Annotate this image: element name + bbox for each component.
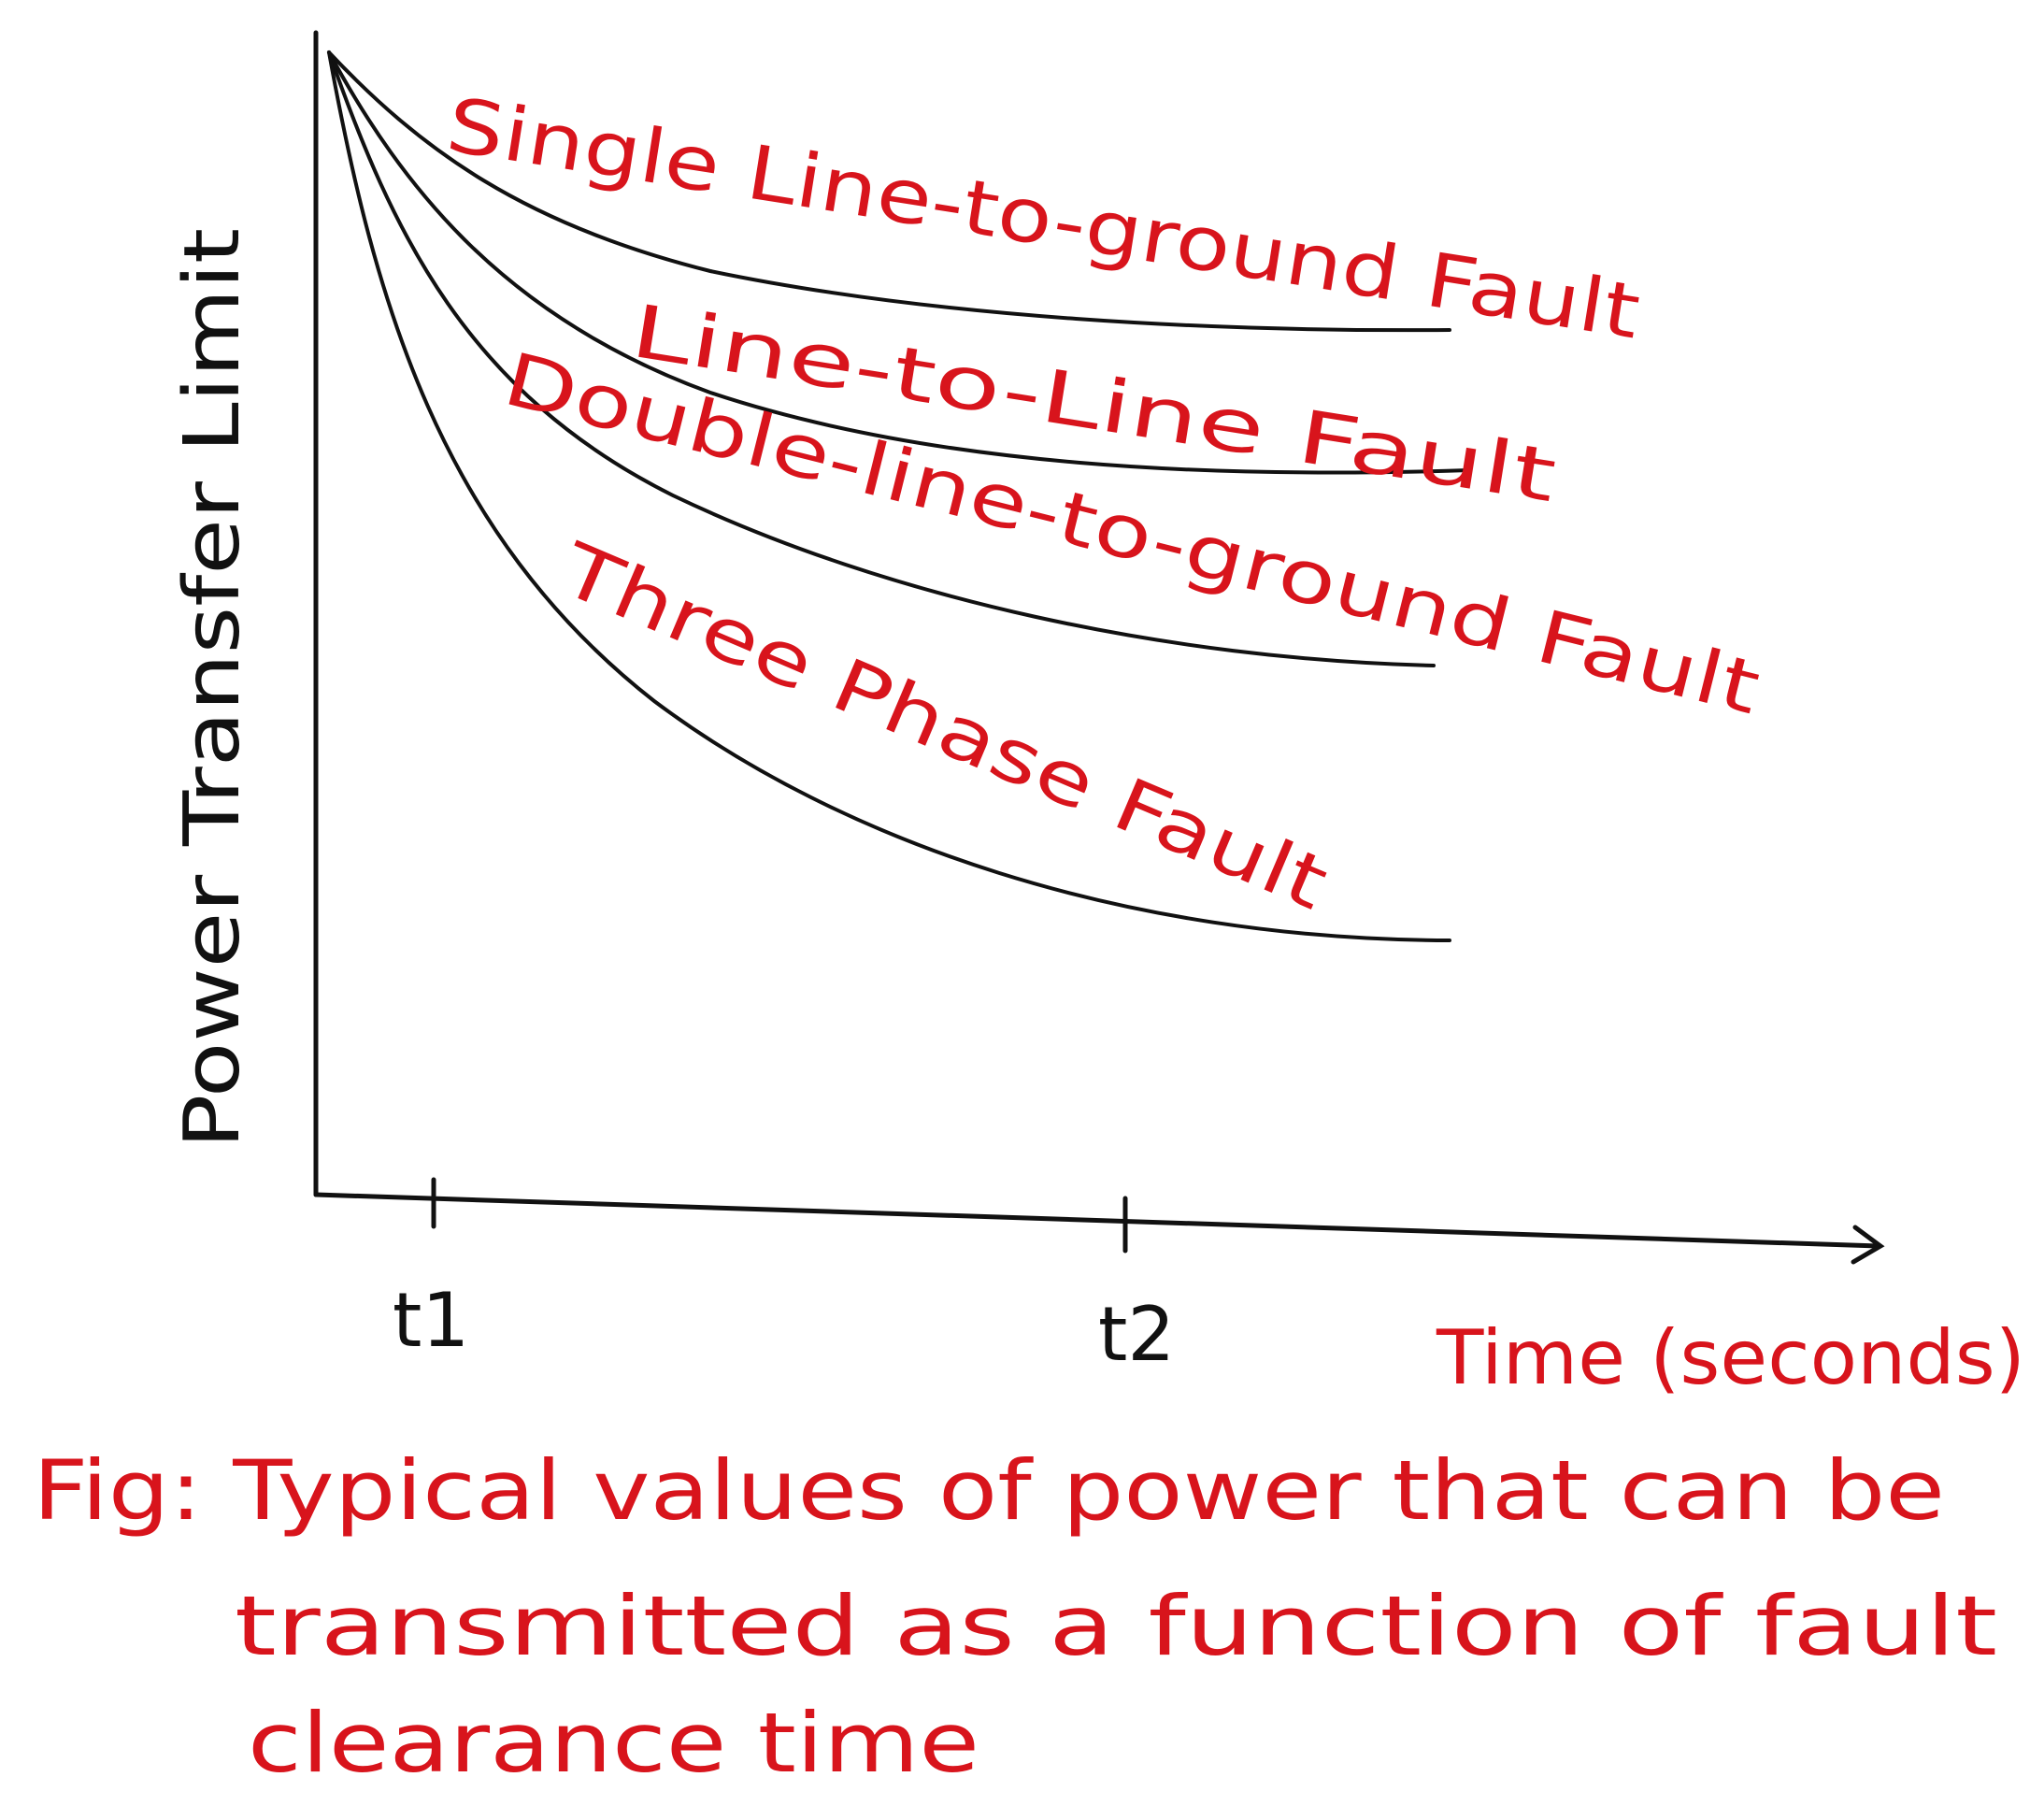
x-axis-arrow <box>1851 1225 1885 1265</box>
caption-line: clearance time <box>248 1695 979 1791</box>
x-tick-label: t1 <box>393 1277 469 1364</box>
caption-line: transmitted as a function of fault <box>235 1578 1997 1674</box>
x-axis-label: Time (seconds) <box>1436 1314 2025 1401</box>
curve <box>327 50 1471 475</box>
curve <box>327 50 1451 942</box>
caption-line: Fig: Typical values of power that can be <box>33 1442 1945 1539</box>
y-axis-label: Power Transfer Limit <box>168 228 257 1149</box>
x-axis <box>313 1192 1881 1249</box>
curve <box>327 50 1451 333</box>
curve <box>327 50 1436 667</box>
x-tick-label: t2 <box>1098 1291 1175 1378</box>
